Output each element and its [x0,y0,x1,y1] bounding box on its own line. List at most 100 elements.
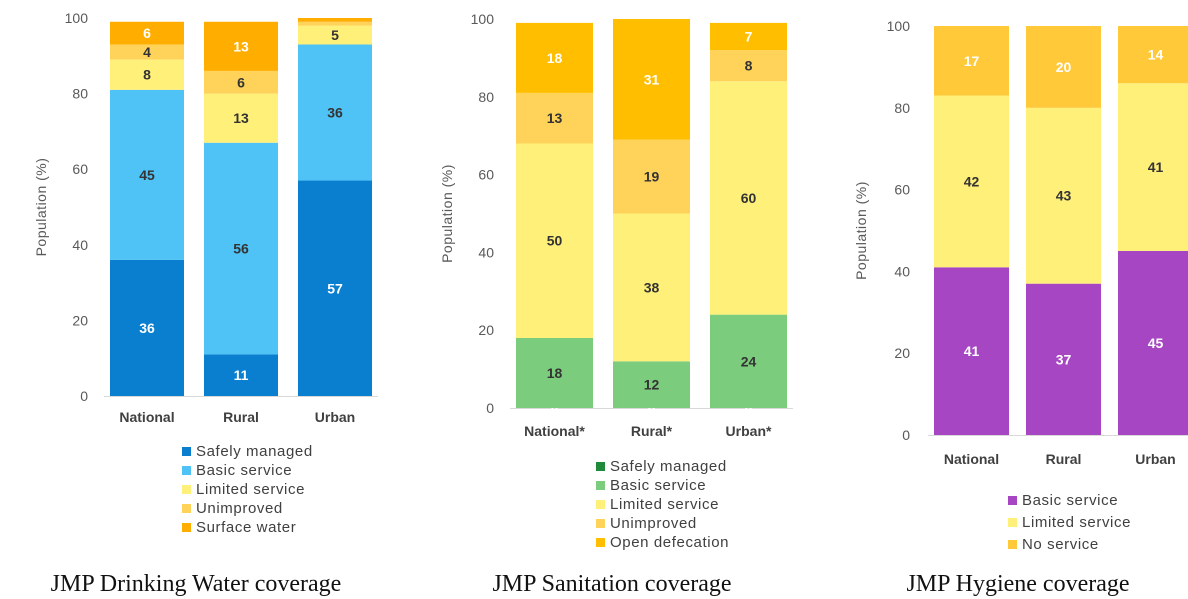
category-label-urban: Urban [315,409,355,425]
y-axis-label: Population (%) [33,158,49,257]
legend-entry-surface-water: Surface water [196,519,296,536]
data-label: 57 [327,280,343,296]
legend-entry-basic-service: Basic service [610,477,706,494]
legend-entry-no-service: No service [1022,536,1099,553]
bar-segment-urban-basic-service [1118,250,1188,435]
hygiene-chart: 0 20 40 60 80 100 Population (%) 41 42 17 National… [853,18,1188,597]
bar-segment-national-limited-service [516,143,593,338]
data-label: 13 [547,110,563,126]
bar-segment-rural-basic-service [1026,283,1101,435]
chart-caption: JMP Hygiene coverage [906,571,1129,597]
bar-segment-rural-open-defecation [613,19,690,140]
category-label-national: National [119,409,174,425]
bar-segment-rural-limited-service [613,213,690,362]
chart-caption: JMP Sanitation coverage [492,571,731,597]
bar-segment-urban-basic-service [710,314,787,408]
bar-segment-urban-basic-service [298,44,372,181]
bar-segment-urban-unimproved [298,21,372,26]
data-label: 13 [233,38,249,54]
y-tick-label: 40 [478,244,494,260]
bar-segment-national-basic-service [110,89,184,260]
bar-segment-national-basic-service [934,267,1009,435]
legend-entry-safely-managed: Safely managed [610,458,727,475]
y-tick-label: 80 [478,89,494,105]
data-label: 41 [1148,159,1164,175]
category-label-rural: Rural [1046,451,1082,467]
y-tick-label: 0 [902,427,910,443]
bar-segment-rural-safely-managed [204,354,278,396]
category-label-national: National* [524,423,585,439]
legend-swatch-limited-service [182,485,191,494]
data-label: 20 [1056,59,1072,75]
bar-segment-rural-basic-service [613,361,690,408]
data-label: 18 [547,365,563,381]
data-label: 50 [547,233,563,249]
data-label: 6 [237,74,245,90]
bar-segment-urban-no-service [1118,26,1188,84]
bar-segment-rural-surface-water [204,21,278,71]
bar-segment-national-limited-service [110,59,184,90]
y-tick-label: 0 [80,388,88,404]
data-label: 8 [143,67,151,83]
bar-segment-national-limited-service [934,95,1009,268]
legend-swatch-surface-water [182,523,191,532]
legend-swatch-limited-service [596,500,605,509]
data-label: 41 [964,343,980,359]
bar-segment-urban-limited-service [298,25,372,45]
bar-segment-urban-limited-service [710,81,787,315]
chart-caption: JMP Drinking Water coverage [51,571,342,597]
data-label: 36 [327,105,343,121]
bar-segment-rural-no-service [1026,26,1101,108]
category-label-national: National [944,451,999,467]
bar-segment-urban-surface-water [298,18,372,22]
drinking-water-chart: 0 20 40 60 80 100 Population (%) 36 45 8 4 6 Nationa… [33,10,378,597]
y-tick-label: 20 [894,345,910,361]
y-tick-label: 60 [478,167,494,183]
y-axis-label: Population (%) [853,181,869,280]
legend-entry-basic-service: Basic service [196,462,292,479]
y-tick-label: 60 [72,161,88,177]
bar-segment-national-safely-managed [110,259,184,396]
legend-entry-unimproved: Unimproved [196,500,283,517]
bar-segment-national-unimproved [110,44,184,60]
legend-swatch-no-service [1008,540,1017,549]
data-label: 19 [644,169,660,185]
bar-segment-urban-unimproved [710,50,787,82]
data-label: 11 [234,367,249,383]
bar-segment-rural-unimproved [613,139,690,214]
bar-segment-urban-open-defecation [710,22,787,51]
legend-swatch-unimproved [182,504,191,513]
y-tick-label: 100 [471,11,495,27]
category-label-urban: Urban [1135,451,1175,467]
bar-segment-national-no-service [934,26,1009,96]
legend-entry-unimproved: Unimproved [610,515,697,532]
y-tick-label: 80 [72,86,88,102]
data-label: 6 [143,25,151,41]
legend-swatch-basic-service [1008,496,1017,505]
data-label: 37 [1056,351,1072,367]
legend-swatch-unimproved [596,519,605,528]
data-label: 36 [139,320,155,336]
bar-segment-rural-unimproved [204,70,278,94]
bar-segment-rural-limited-service [1026,107,1101,284]
y-tick-label: 100 [65,10,89,26]
data-label: 31 [644,71,660,87]
data-label: 17 [964,53,980,69]
legend-swatch-open-defecation [596,538,605,547]
legend-entry-safely-managed: Safely managed [196,443,313,460]
data-label: 24 [741,353,757,369]
data-label: 14 [1148,47,1164,63]
data-label: 5 [331,27,339,43]
legend-entry-limited-service: Limited service [1022,514,1131,531]
category-label-rural: Rural* [631,423,673,439]
y-tick-label: 80 [894,100,910,116]
legend-swatch-safely-managed [596,462,605,471]
bar-segment-rural-basic-service [204,142,278,355]
data-label: 42 [964,173,980,189]
y-axis-label: Population (%) [439,164,455,263]
category-label-urban: Urban* [726,423,772,439]
data-label: 60 [741,190,757,206]
data-label: 56 [233,241,249,257]
legend-swatch-limited-service [1008,518,1017,527]
